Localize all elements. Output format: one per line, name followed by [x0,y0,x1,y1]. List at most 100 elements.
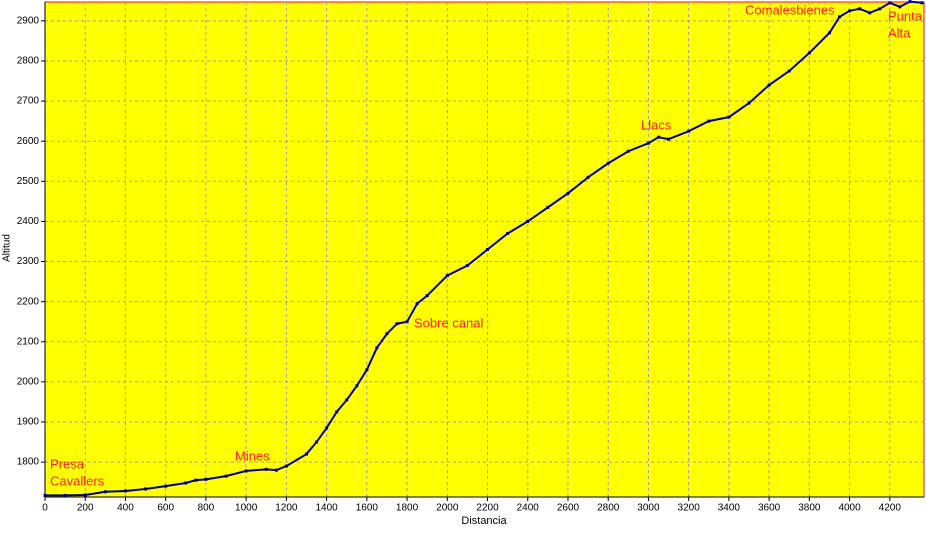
point [827,31,831,35]
point [920,1,924,5]
point [767,83,771,87]
x-tick-label: 1600 [356,503,379,514]
x-tick-label: 2400 [517,503,540,514]
y-tick-label: 2700 [17,96,40,107]
x-tick-label: 200 [77,503,94,514]
y-tick-label: 2000 [17,377,40,388]
x-axis-label: Distancia [461,515,507,527]
point [707,119,711,123]
y-tick-label: 1900 [17,417,40,428]
point [375,346,379,350]
point [405,320,409,324]
y-tick-label: 2300 [17,256,40,267]
annotation: Sobre canal [414,315,483,330]
annotation: Alta [888,25,911,40]
y-tick-label: 2200 [17,296,40,307]
point [194,478,198,482]
point [908,0,912,4]
point [43,493,47,497]
annotation: Presa [50,456,85,471]
point [606,161,610,165]
x-tick-label: 4200 [879,503,902,514]
point [144,487,148,491]
point [164,484,168,488]
point [727,115,731,119]
x-tick-label: 2600 [557,503,580,514]
point [506,231,510,235]
x-tick-label: 3600 [758,503,781,514]
point [787,69,791,73]
point [898,5,902,9]
x-tick-label: 3000 [637,503,660,514]
point [878,7,882,11]
x-tick-label: 0 [42,503,48,514]
point [566,191,570,195]
point [807,51,811,55]
y-tick-label: 2800 [17,56,40,67]
annotation: Llacs [641,117,672,132]
point [103,490,107,494]
x-tick-label: 1800 [396,503,419,514]
x-tick-label: 2200 [476,503,499,514]
point [747,101,751,105]
point [345,398,349,402]
y-axis-label: Altitud [2,234,13,262]
x-tick-label: 3800 [798,503,821,514]
point [385,332,389,336]
point [335,410,339,414]
point [264,467,268,471]
point [465,264,469,268]
profile-line [45,0,923,497]
point [274,468,278,472]
x-tick-label: 3400 [718,503,741,514]
point [204,477,208,481]
point [445,274,449,278]
point [586,175,590,179]
point [425,294,429,298]
x-tick-label: 1000 [235,503,258,514]
point [315,440,319,444]
point [626,149,630,153]
point [646,141,650,145]
point [355,384,359,388]
y-tick-label: 1800 [17,457,40,468]
point [244,469,248,473]
point [365,368,369,372]
point [63,493,67,497]
y-tick-label: 2500 [17,176,40,187]
point [304,452,308,456]
point [486,248,490,251]
point [656,135,660,139]
point [395,322,399,326]
x-tick-label: 400 [117,503,134,514]
x-tick-label: 1200 [275,503,298,514]
point [184,481,188,485]
point [687,129,691,133]
point [284,464,288,468]
plot-area [44,1,925,498]
point [325,426,329,430]
y-tick-label: 2400 [17,216,40,227]
annotation: Punta [888,8,923,23]
point [848,9,852,13]
point [868,11,872,15]
x-tick-label: 2800 [597,503,620,514]
y-tick-label: 2900 [17,15,40,26]
point [546,205,550,209]
point [838,15,842,19]
point [858,7,862,11]
point [415,302,419,306]
x-tick-label: 600 [157,503,174,514]
y-tick-label: 2100 [17,336,40,347]
annotation: Comalesbienes [745,2,835,17]
x-tick-label: 2000 [436,503,459,514]
point [123,489,127,493]
x-tick-label: 3200 [678,503,701,514]
y-tick-label: 2600 [17,136,40,147]
annotation: Mines [235,448,270,463]
point [526,219,530,223]
point [224,474,228,478]
x-tick-label: 4000 [838,503,861,514]
point [83,493,87,497]
